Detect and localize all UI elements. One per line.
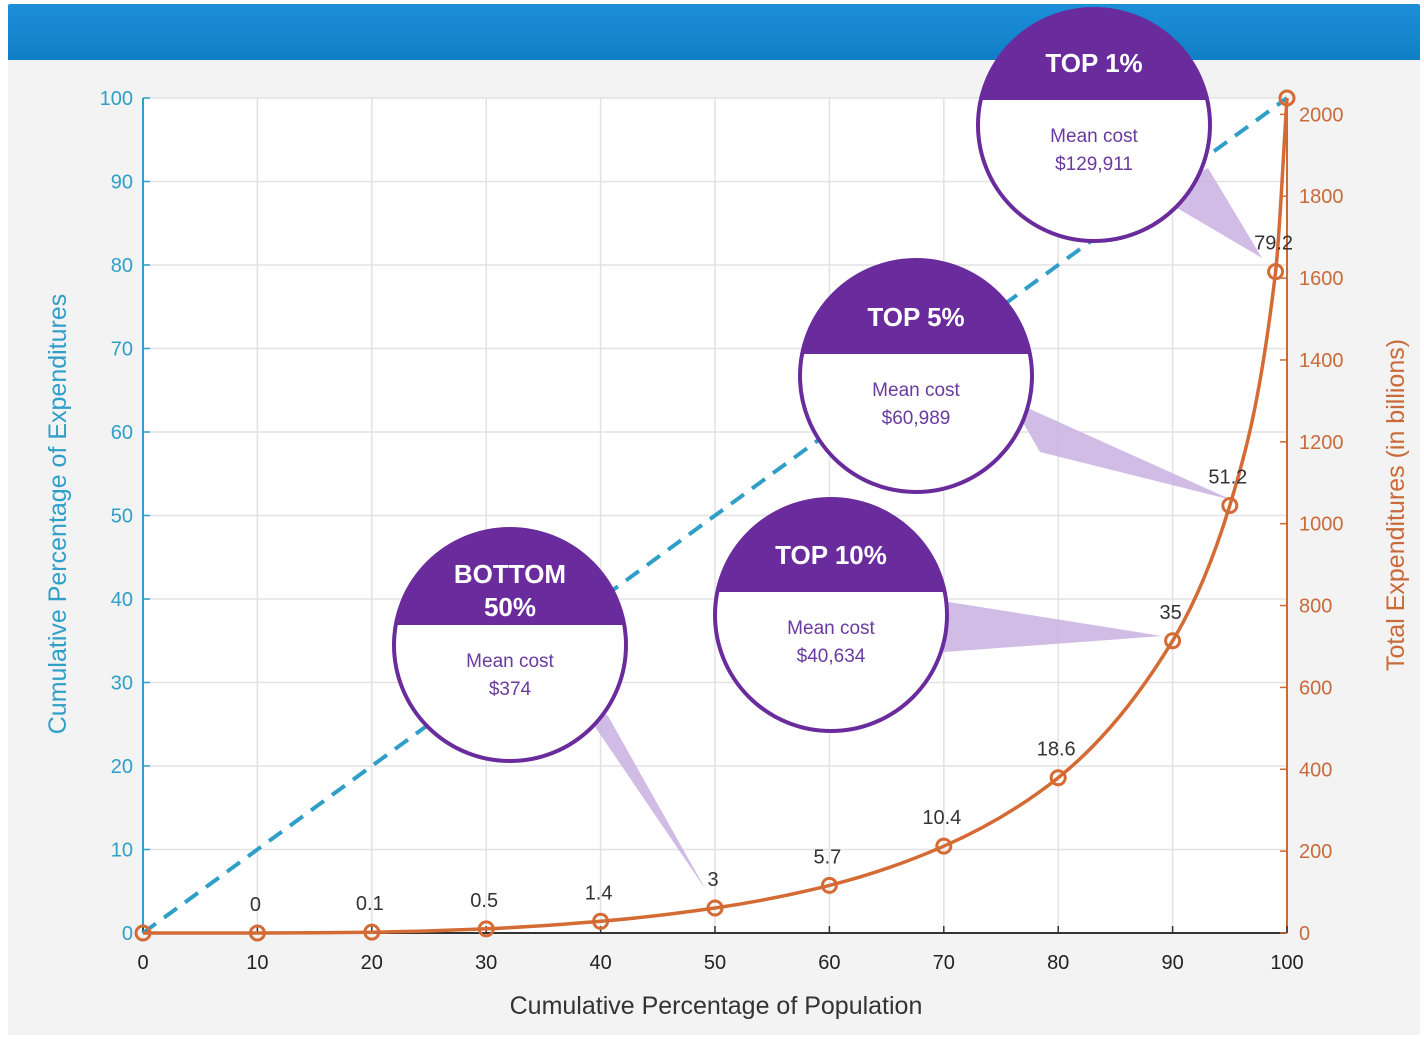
data-label: 51.2 bbox=[1208, 466, 1247, 488]
x-tick-label: 40 bbox=[589, 952, 611, 974]
data-label: 1.4 bbox=[585, 882, 613, 904]
callout-bubble: TOP 10% Mean cost $40,634 bbox=[715, 499, 947, 731]
left-tick-label: 20 bbox=[111, 756, 133, 778]
callout-heading: 50% bbox=[484, 592, 536, 622]
right-axis-title: Total Expenditures (in billions) bbox=[1382, 339, 1410, 671]
left-tick-label: 40 bbox=[111, 589, 133, 611]
x-tick-label: 20 bbox=[361, 952, 383, 974]
callout-bubble: TOP 1% Mean cost $129,911 bbox=[978, 9, 1210, 241]
callout-heading: TOP 5% bbox=[867, 302, 964, 332]
right-tick-label: 1800 bbox=[1299, 186, 1344, 208]
x-axis-title: Cumulative Percentage of Population bbox=[510, 992, 923, 1020]
data-label: 18.6 bbox=[1037, 739, 1076, 761]
right-tick-label: 1600 bbox=[1299, 268, 1344, 290]
callout-caption: Mean cost bbox=[1050, 126, 1138, 147]
callout-heading: TOP 1% bbox=[1045, 48, 1142, 78]
callout-value: $40,634 bbox=[797, 646, 866, 667]
left-tick-label: 0 bbox=[122, 923, 133, 945]
right-tick-label: 800 bbox=[1299, 596, 1332, 618]
x-tick-label: 30 bbox=[475, 952, 497, 974]
data-label: 3 bbox=[707, 869, 718, 891]
right-tick-label: 600 bbox=[1299, 677, 1332, 699]
x-tick-label: 10 bbox=[246, 952, 268, 974]
x-tick-label: 50 bbox=[704, 952, 726, 974]
callout-caption: Mean cost bbox=[466, 651, 554, 672]
right-tick-label: 1400 bbox=[1299, 350, 1344, 372]
right-tick-label: 200 bbox=[1299, 841, 1332, 863]
right-tick-label: 1000 bbox=[1299, 514, 1344, 536]
left-tick-label: 90 bbox=[111, 172, 133, 194]
right-tick-label: 2000 bbox=[1299, 104, 1344, 126]
data-label: 0 bbox=[250, 894, 261, 916]
x-tick-label: 90 bbox=[1161, 952, 1183, 974]
right-tick-label: 400 bbox=[1299, 759, 1332, 781]
x-tick-label: 0 bbox=[137, 952, 148, 974]
callout-heading: TOP 10% bbox=[775, 540, 887, 570]
callout-value: $374 bbox=[489, 679, 532, 700]
callout-heading: BOTTOM bbox=[454, 559, 566, 589]
left-tick-label: 50 bbox=[111, 506, 133, 528]
left-axis-title: Cumulative Percentage of Expenditures bbox=[44, 294, 72, 735]
x-tick-label: 100 bbox=[1270, 952, 1303, 974]
data-label: 79.2 bbox=[1254, 233, 1293, 255]
data-label: 5.7 bbox=[813, 846, 841, 868]
callout-caption: Mean cost bbox=[787, 618, 875, 639]
x-tick-label: 70 bbox=[933, 952, 955, 974]
left-tick-label: 80 bbox=[111, 255, 133, 277]
right-tick-label: 0 bbox=[1299, 923, 1310, 945]
left-tick-label: 70 bbox=[111, 339, 133, 361]
left-tick-label: 30 bbox=[111, 673, 133, 695]
data-label: 0.1 bbox=[356, 893, 384, 915]
data-label: 10.4 bbox=[922, 807, 961, 829]
left-tick-label: 10 bbox=[111, 840, 133, 862]
left-tick-label: 100 bbox=[100, 88, 133, 110]
x-tick-label: 60 bbox=[818, 952, 840, 974]
left-tick-label: 60 bbox=[111, 422, 133, 444]
callout-caption: Mean cost bbox=[872, 380, 960, 401]
callout-value: $60,989 bbox=[882, 408, 951, 429]
callout-bubble: TOP 5% Mean cost $60,989 bbox=[800, 260, 1032, 492]
data-label: 0.5 bbox=[470, 890, 498, 912]
callout-value: $129,911 bbox=[1055, 154, 1133, 175]
data-label: 35 bbox=[1159, 602, 1181, 624]
right-tick-label: 1200 bbox=[1299, 432, 1344, 454]
x-tick-label: 80 bbox=[1047, 952, 1069, 974]
